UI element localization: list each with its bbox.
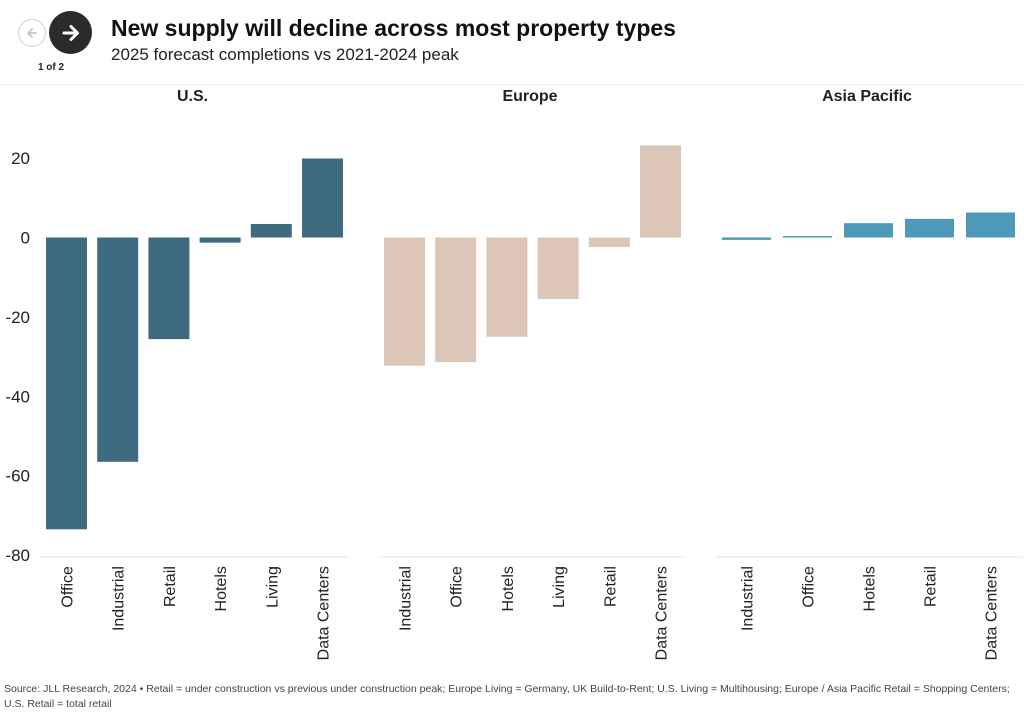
arrow-right-icon bbox=[62, 24, 79, 41]
bar bbox=[302, 158, 343, 238]
header-divider bbox=[0, 84, 1024, 85]
panel-title: U.S. bbox=[177, 88, 208, 105]
bar bbox=[250, 224, 292, 238]
panel-title: Asia Pacific bbox=[822, 88, 912, 105]
bar bbox=[966, 212, 1015, 238]
y-tick-label: 20 bbox=[11, 149, 30, 168]
bar-chart: 20 0 -20 -40 -60 -80 U.S. Office Industrial Retai… bbox=[5, 88, 1023, 660]
bar bbox=[199, 237, 241, 243]
x-tick-label: Data Centers bbox=[984, 566, 1001, 660]
x-tick-label: Office bbox=[60, 566, 77, 608]
chart-title: New supply will decline across most prop… bbox=[111, 15, 676, 41]
x-tick-label: Retail bbox=[923, 566, 940, 607]
x-tick-label: Industrial bbox=[398, 566, 415, 631]
x-tick-label: Data Centers bbox=[316, 566, 333, 660]
bar bbox=[384, 237, 425, 366]
x-tick-label: Retail bbox=[162, 566, 179, 607]
next-slide-button[interactable] bbox=[49, 11, 92, 54]
panel-title: Europe bbox=[502, 88, 557, 105]
x-tick-label: Retail bbox=[602, 566, 619, 607]
y-tick-label: -20 bbox=[5, 308, 30, 327]
y-tick-label: 0 bbox=[21, 229, 30, 248]
x-tick-label: Industrial bbox=[111, 566, 128, 631]
bar bbox=[905, 218, 954, 238]
bar bbox=[97, 237, 139, 462]
bar bbox=[588, 237, 630, 248]
x-tick-label: Data Centers bbox=[654, 566, 671, 660]
bar bbox=[537, 237, 579, 300]
bar bbox=[844, 223, 893, 238]
x-tick-label: Hotels bbox=[862, 566, 879, 611]
source-footnote: Source: JLL Research, 2024 • Retail = un… bbox=[4, 683, 1010, 710]
y-tick-label: -60 bbox=[5, 467, 30, 486]
page-indicator: 1 of 2 bbox=[37, 62, 65, 73]
y-tick-label: -40 bbox=[5, 387, 30, 406]
x-tick-label: Industrial bbox=[740, 566, 757, 631]
bar bbox=[722, 237, 771, 240]
x-tick-label: Office bbox=[449, 566, 466, 608]
x-tick-label: Living bbox=[264, 566, 281, 608]
x-tick-label: Hotels bbox=[500, 566, 517, 611]
y-tick-label: -80 bbox=[5, 546, 30, 565]
bar bbox=[148, 237, 190, 340]
bar bbox=[435, 237, 477, 363]
bar bbox=[46, 237, 87, 530]
bar bbox=[783, 236, 832, 238]
x-tick-label: Office bbox=[801, 566, 818, 608]
chart-subtitle: 2025 forecast completions vs 2021-2024 p… bbox=[111, 45, 459, 64]
arrow-left-icon bbox=[27, 28, 37, 38]
previous-slide-button[interactable] bbox=[18, 19, 46, 47]
x-tick-label: Living bbox=[551, 566, 568, 608]
x-tick-label: Hotels bbox=[213, 566, 230, 611]
bar bbox=[486, 237, 528, 337]
bar bbox=[640, 145, 681, 238]
